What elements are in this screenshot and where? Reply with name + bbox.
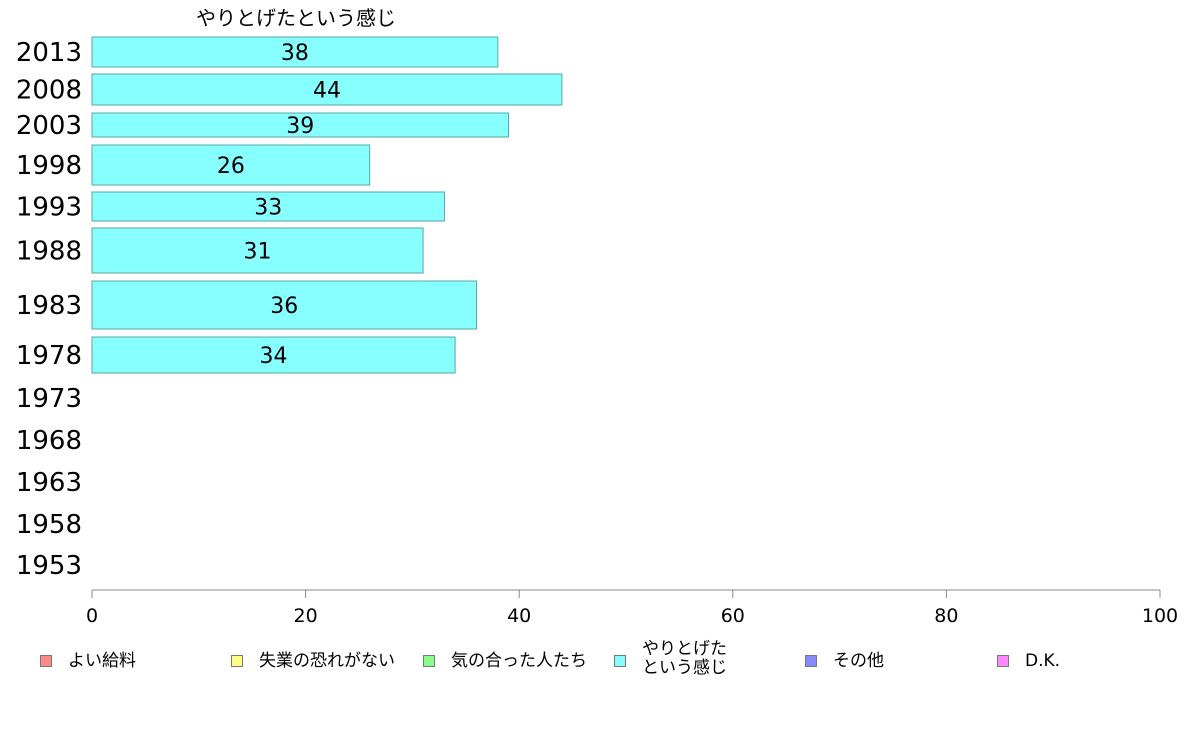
bar-value-label: 26 bbox=[217, 154, 245, 179]
year-label: 1998 bbox=[16, 151, 82, 181]
year-label: 1973 bbox=[16, 384, 82, 414]
legend-label: 失業の恐れがない bbox=[259, 651, 395, 671]
bar bbox=[91, 227, 424, 274]
chart-title: やりとげたという感じ bbox=[196, 6, 396, 30]
x-tick-label: 20 bbox=[294, 605, 318, 627]
year-label: 2003 bbox=[16, 111, 82, 141]
bar bbox=[91, 36, 499, 68]
legend-label: D.K. bbox=[1025, 651, 1061, 671]
legend-item: やりとげた という感じ bbox=[614, 640, 727, 678]
year-labels: 2013 2008 2003 1998 1993 1988 1983 1978 1973 1968… bbox=[16, 38, 82, 581]
bar-value-label: 31 bbox=[244, 240, 272, 265]
legend: よい給料 失業の恐れがない 気の合った人たち やりとげた という感じ その他 D.K. bbox=[0, 640, 1188, 690]
bar-value-label: 39 bbox=[286, 114, 314, 139]
bar bbox=[91, 112, 510, 138]
year-label: 1993 bbox=[16, 193, 82, 223]
x-tick-label: 60 bbox=[721, 605, 745, 627]
year-label: 1978 bbox=[16, 341, 82, 371]
year-label: 1958 bbox=[16, 510, 82, 540]
bars bbox=[91, 36, 563, 374]
bar-value-label: 33 bbox=[254, 196, 282, 221]
x-ticks: 0 20 40 60 80 100 bbox=[86, 590, 1178, 627]
bar bbox=[91, 144, 371, 186]
year-label: 1963 bbox=[16, 468, 82, 498]
legend-item: 失業の恐れがない bbox=[231, 640, 395, 671]
x-tick-label: 100 bbox=[1142, 605, 1178, 627]
legend-label: 気の合った人たち bbox=[451, 651, 587, 671]
legend-item: よい給料 bbox=[40, 640, 136, 671]
year-label: 1953 bbox=[16, 551, 82, 581]
legend-swatch bbox=[805, 655, 817, 667]
bar bbox=[91, 280, 477, 330]
bar-value-label: 38 bbox=[281, 41, 309, 66]
legend-item: D.K. bbox=[997, 640, 1060, 671]
bar-value-label: 34 bbox=[260, 344, 288, 369]
bar bbox=[91, 73, 563, 106]
year-label: 1988 bbox=[16, 237, 82, 267]
legend-label: やりとげた という感じ bbox=[642, 639, 727, 678]
legend-item: 気の合った人たち bbox=[423, 640, 587, 671]
x-tick-label: 80 bbox=[934, 605, 958, 627]
bar bbox=[91, 191, 445, 222]
year-label: 1968 bbox=[16, 426, 82, 456]
bar-value-label: 44 bbox=[313, 79, 341, 104]
bar bbox=[91, 336, 456, 374]
year-label: 2008 bbox=[16, 76, 82, 106]
legend-label: よい給料 bbox=[68, 651, 136, 671]
x-tick-label: 40 bbox=[507, 605, 531, 627]
bar-value-label: 36 bbox=[270, 294, 298, 319]
year-label: 1983 bbox=[16, 291, 82, 321]
legend-swatch bbox=[997, 655, 1009, 667]
legend-label: その他 bbox=[833, 651, 884, 671]
legend-swatch bbox=[231, 655, 243, 667]
legend-swatch bbox=[40, 655, 52, 667]
year-label: 2013 bbox=[16, 38, 82, 68]
x-tick-label: 0 bbox=[86, 605, 98, 627]
legend-swatch bbox=[614, 655, 626, 667]
chart: やりとげたという感じ 2013 2008 2003 1998 1993 1988 1983 1… bbox=[16, 6, 1178, 627]
legend-item: その他 bbox=[805, 640, 884, 671]
legend-swatch bbox=[423, 655, 435, 667]
